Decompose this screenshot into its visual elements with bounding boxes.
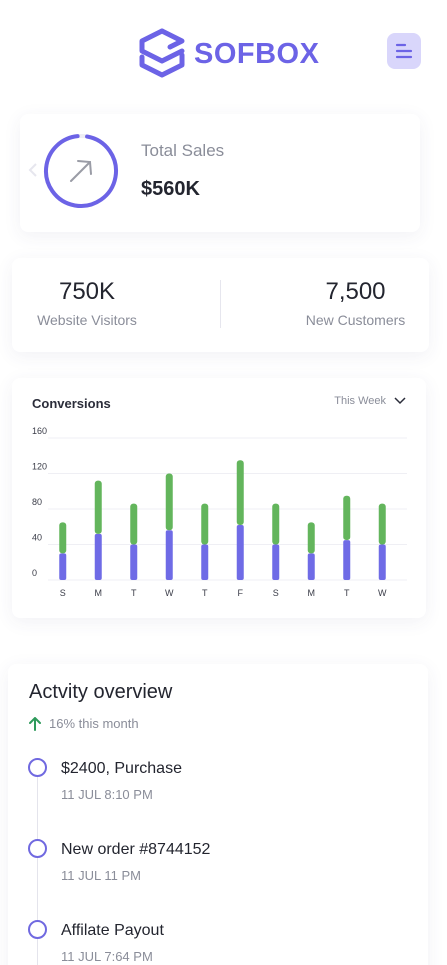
timeline-item-time: 11 JUL 8:10 PM <box>61 787 153 802</box>
y-tick-label: 160 <box>32 426 47 436</box>
bar-segment-top <box>236 460 244 525</box>
arrow-up-right-icon <box>70 160 92 182</box>
y-tick-label: 120 <box>32 462 47 472</box>
x-tick-label: T <box>202 588 208 598</box>
stat-value: 7,500 <box>325 278 386 305</box>
chevron-down-icon <box>394 397 406 405</box>
timeline-item-time: 11 JUL 7:64 PM <box>61 949 153 964</box>
x-tick-label: T <box>131 588 137 598</box>
logo-text: SOFBOX <box>194 37 320 70</box>
bar-segment-base <box>378 544 386 580</box>
bar-segment-top <box>378 503 386 545</box>
website-visitors-stat: 750K Website Visitors <box>34 278 140 328</box>
bar-segment-top <box>130 503 138 545</box>
timeline-item-title: $2400, Purchase <box>61 760 182 777</box>
x-tick-label: M <box>95 588 103 598</box>
conversions-title: Conversions <box>32 396 111 411</box>
bar-segment-top <box>343 495 351 541</box>
bar-segment-top <box>94 480 102 534</box>
x-tick-label: M <box>308 588 316 598</box>
x-tick-label: S <box>60 588 66 598</box>
bar-segment-base <box>59 553 67 580</box>
bar-segment-base <box>307 553 315 580</box>
x-tick-label: F <box>238 588 244 598</box>
x-tick-label: T <box>344 588 350 598</box>
bar-segment-base <box>165 530 173 580</box>
bar-segment-base <box>236 524 244 580</box>
activity-title: Actvity overview <box>29 681 173 703</box>
y-tick-label: 0 <box>32 568 37 578</box>
stat-label: Website Visitors <box>37 312 137 328</box>
stat-value: 750K <box>58 278 116 305</box>
chevron-left-icon[interactable] <box>28 162 38 178</box>
total-sales-value: $560K <box>141 178 200 200</box>
bar-segment-top <box>165 473 173 531</box>
period-label: This Week <box>334 395 386 407</box>
stat-divider <box>220 280 221 328</box>
sales-progress-ring <box>44 134 118 208</box>
bar-segment-top <box>201 503 209 545</box>
activity-subtitle: 16% this month <box>29 716 139 731</box>
timeline-item-title: Affilate Payout <box>61 922 164 939</box>
bar-segment-base <box>272 544 280 580</box>
x-tick-label: S <box>273 588 279 598</box>
timeline-item-title: New order #8744152 <box>61 841 211 858</box>
x-tick-label: W <box>165 588 174 598</box>
total-sales-label: Total Sales <box>141 141 225 160</box>
menu-icon <box>395 43 413 59</box>
timeline-dot <box>28 758 47 777</box>
stat-label: New Customers <box>305 312 406 328</box>
cube-logo-icon <box>139 28 185 78</box>
bar-segment-base <box>201 544 209 580</box>
bar-segment-base <box>343 540 351 580</box>
bar-segment-top <box>307 522 315 554</box>
timeline-line <box>37 776 38 965</box>
activity-overview-card: Actvity overview 16% this month $2400, P… <box>8 664 428 965</box>
x-tick-label: W <box>378 588 387 598</box>
y-tick-label: 40 <box>32 533 42 543</box>
activity-subtitle-text: 16% this month <box>49 716 139 731</box>
bar-segment-top <box>272 503 280 545</box>
bar-segment-base <box>130 544 138 580</box>
bar-segment-base <box>94 533 102 580</box>
timeline-item-time: 11 JUL 11 PM <box>61 868 141 883</box>
new-customers-stat: 7,500 New Customers <box>303 278 408 328</box>
brand-logo[interactable]: SOFBOX <box>138 27 319 79</box>
total-sales-card: Total Sales $560K <box>20 114 420 232</box>
stats-card: 750K Website Visitors 7,500 New Customer… <box>12 258 429 352</box>
conversions-card: 0 40 80 120 160 S M T W T F S M T W Conversions This W… <box>12 378 426 618</box>
conversions-chart: 0 40 80 120 160 S M T W T F S M T W <box>32 426 407 598</box>
bar-segment-top <box>59 522 67 554</box>
app-header: SOFBOX <box>0 0 447 100</box>
period-dropdown[interactable]: This Week <box>334 395 406 407</box>
timeline-dot <box>28 920 47 939</box>
y-tick-label: 80 <box>32 497 42 507</box>
arrow-up-icon <box>29 716 41 731</box>
timeline-dot <box>28 839 47 858</box>
menu-button[interactable] <box>387 33 421 69</box>
